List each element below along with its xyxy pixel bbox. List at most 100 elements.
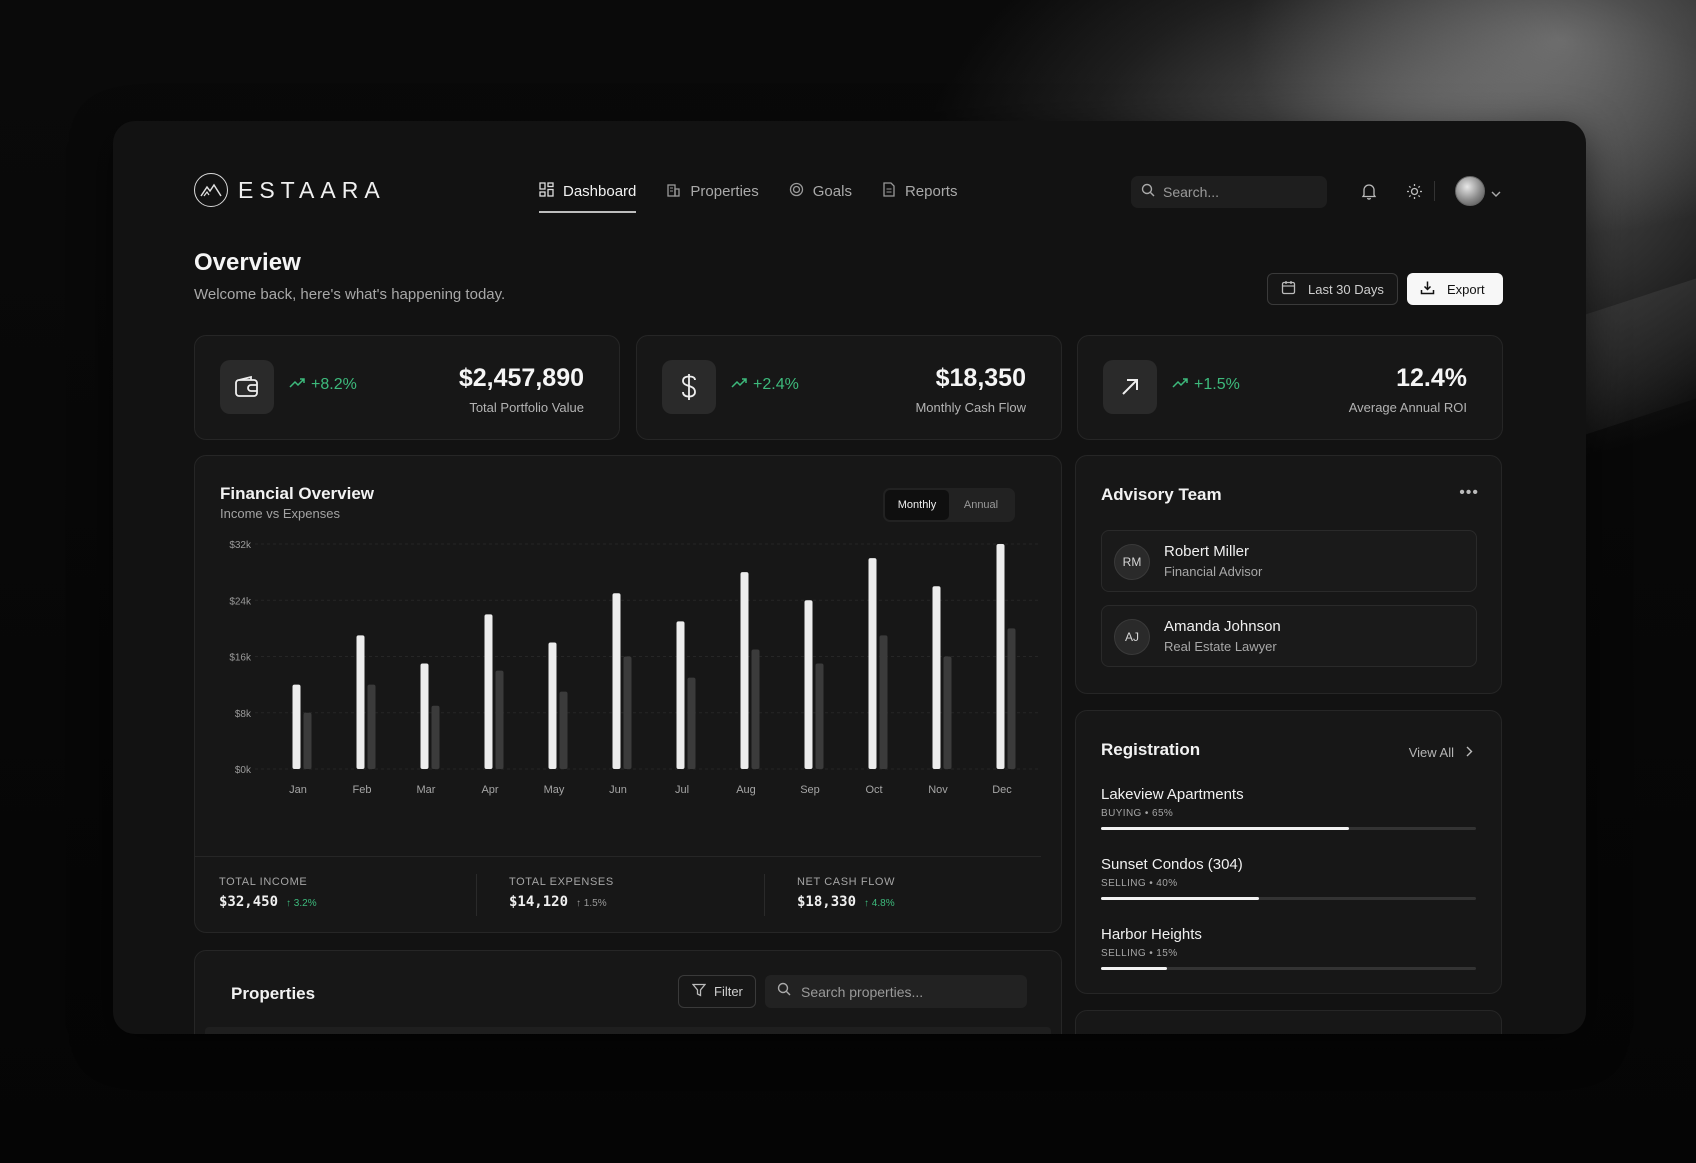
- income-bar[interactable]: [612, 593, 621, 769]
- income-bar[interactable]: [932, 586, 941, 769]
- progress-bar: [1101, 897, 1476, 900]
- nav-goals-label: Goals: [812, 182, 852, 200]
- arrow-up-right-icon: [1103, 360, 1157, 414]
- main-nav: Dashboard Properties Goals Reports: [539, 173, 958, 213]
- summary-total-income: TOTAL INCOME $32,450 ↑ 3.2%: [219, 876, 317, 910]
- view-all-link[interactable]: View All: [1409, 745, 1473, 760]
- registration-name: Lakeview Apartments: [1101, 786, 1244, 803]
- registration-item[interactable]: Harbor Heights SELLING • 15%: [1101, 926, 1476, 970]
- properties-table-header: [205, 1027, 1051, 1034]
- stat-trend: +8.2%: [289, 376, 357, 394]
- income-bar[interactable]: [676, 621, 685, 769]
- expense-bar[interactable]: [623, 656, 632, 770]
- brand-name: ESTAARA: [238, 176, 386, 203]
- registration-name: Sunset Condos (304): [1101, 856, 1243, 873]
- advisor-item[interactable]: RM Robert Miller Financial Advisor: [1101, 530, 1477, 592]
- summary-label: TOTAL INCOME: [219, 876, 308, 888]
- document-icon: [882, 181, 896, 201]
- target-icon: [789, 182, 804, 201]
- expense-bar[interactable]: [879, 635, 888, 769]
- income-bar[interactable]: [548, 642, 557, 769]
- nav-dashboard[interactable]: Dashboard: [539, 173, 637, 213]
- user-avatar[interactable]: [1455, 176, 1485, 206]
- stat-trend-value: +2.4%: [753, 376, 799, 393]
- page-subtitle: Welcome back, here's what's happening to…: [194, 286, 506, 303]
- nav-properties[interactable]: Properties: [666, 173, 759, 209]
- x-tick-label: Apr: [481, 784, 498, 796]
- stat-trend-value: +8.2%: [311, 376, 357, 393]
- expense-bar[interactable]: [559, 691, 568, 769]
- registration-meta: SELLING • 15%: [1101, 948, 1178, 959]
- expense-bar[interactable]: [431, 705, 440, 769]
- chevron-down-icon[interactable]: [1491, 185, 1501, 203]
- export-button[interactable]: Export: [1407, 273, 1503, 305]
- search-icon: [1141, 183, 1155, 202]
- advisor-avatar: AJ: [1114, 619, 1150, 655]
- properties-search-input[interactable]: [801, 983, 1021, 1000]
- global-search[interactable]: [1131, 176, 1327, 208]
- x-tick-label: Sep: [800, 784, 820, 796]
- advisor-name: Amanda Johnson: [1164, 618, 1281, 635]
- building-icon: [666, 182, 681, 201]
- x-tick-label: Jan: [289, 784, 307, 796]
- stat-card-cashflow: +2.4% $18,350 Monthly Cash Flow: [636, 335, 1062, 440]
- filter-label: Filter: [714, 984, 743, 999]
- chevron-right-icon: [1466, 745, 1473, 760]
- summary-delta: ↑ 1.5%: [576, 898, 607, 909]
- x-tick-label: Jun: [609, 784, 627, 796]
- period-toggle: Monthly Annual: [883, 488, 1015, 522]
- filter-button[interactable]: Filter: [678, 975, 756, 1008]
- top-header: ESTAARA Dashboard Properties Goals Repor…: [194, 173, 1503, 213]
- date-range-button[interactable]: Last 30 Days: [1267, 273, 1398, 305]
- expense-bar[interactable]: [1007, 628, 1016, 769]
- income-bar[interactable]: [868, 558, 877, 769]
- expense-bar[interactable]: [751, 649, 760, 769]
- expense-bar[interactable]: [687, 677, 696, 769]
- income-bar[interactable]: [420, 663, 429, 769]
- income-bar[interactable]: [740, 572, 749, 769]
- bell-icon[interactable]: [1359, 181, 1379, 201]
- income-bar[interactable]: [804, 600, 813, 769]
- grid-icon: [539, 181, 554, 201]
- income-bar[interactable]: [484, 614, 493, 769]
- advisor-role: Financial Advisor: [1164, 564, 1263, 579]
- expense-bar[interactable]: [367, 684, 376, 769]
- logo[interactable]: ESTAARA: [194, 173, 386, 207]
- properties-search[interactable]: [765, 975, 1027, 1008]
- advisor-item[interactable]: AJ Amanda Johnson Real Estate Lawyer: [1101, 605, 1477, 667]
- toggle-annual[interactable]: Annual: [963, 499, 999, 511]
- income-bar[interactable]: [292, 684, 301, 769]
- toggle-monthly[interactable]: Monthly: [885, 490, 949, 520]
- expense-bar[interactable]: [943, 656, 952, 770]
- chart-subtitle: Income vs Expenses: [220, 506, 340, 521]
- nav-dashboard-label: Dashboard: [563, 182, 637, 200]
- expense-bar[interactable]: [495, 670, 504, 769]
- nav-reports-label: Reports: [904, 182, 958, 200]
- search-input[interactable]: [1163, 184, 1313, 200]
- trending-up-icon: [731, 376, 747, 394]
- stat-trend: +2.4%: [731, 376, 799, 394]
- nav-reports[interactable]: Reports: [882, 173, 958, 209]
- registration-meta: SELLING • 40%: [1101, 878, 1178, 889]
- stat-value: 12.4%: [1396, 364, 1467, 392]
- x-tick-label: Oct: [865, 784, 882, 796]
- expense-bar[interactable]: [303, 712, 312, 769]
- stat-trend-value: +1.5%: [1194, 376, 1240, 393]
- filter-icon: [691, 983, 707, 1000]
- page-title: Overview: [194, 249, 301, 276]
- registration-card: Registration View All Lakeview Apartment…: [1075, 710, 1502, 994]
- nav-goals[interactable]: Goals: [789, 173, 852, 209]
- stat-value: $2,457,890: [458, 364, 584, 392]
- properties-title: Properties: [231, 984, 316, 1003]
- income-bar[interactable]: [996, 544, 1005, 769]
- progress-fill: [1101, 897, 1259, 900]
- expense-bar[interactable]: [815, 663, 824, 769]
- y-tick-label: $24k: [229, 596, 252, 607]
- income-bar[interactable]: [356, 635, 365, 769]
- registration-meta: BUYING • 65%: [1101, 808, 1174, 819]
- registration-item[interactable]: Lakeview Apartments BUYING • 65%: [1101, 786, 1476, 830]
- sun-icon[interactable]: [1404, 181, 1424, 201]
- registration-item[interactable]: Sunset Condos (304) SELLING • 40%: [1101, 856, 1476, 900]
- income-expenses-chart: $0k $8k $16k $24k $32k Jan Feb Mar Apr May Jun Jul A…: [229, 540, 1041, 796]
- more-options-icon[interactable]: •••: [1459, 484, 1479, 501]
